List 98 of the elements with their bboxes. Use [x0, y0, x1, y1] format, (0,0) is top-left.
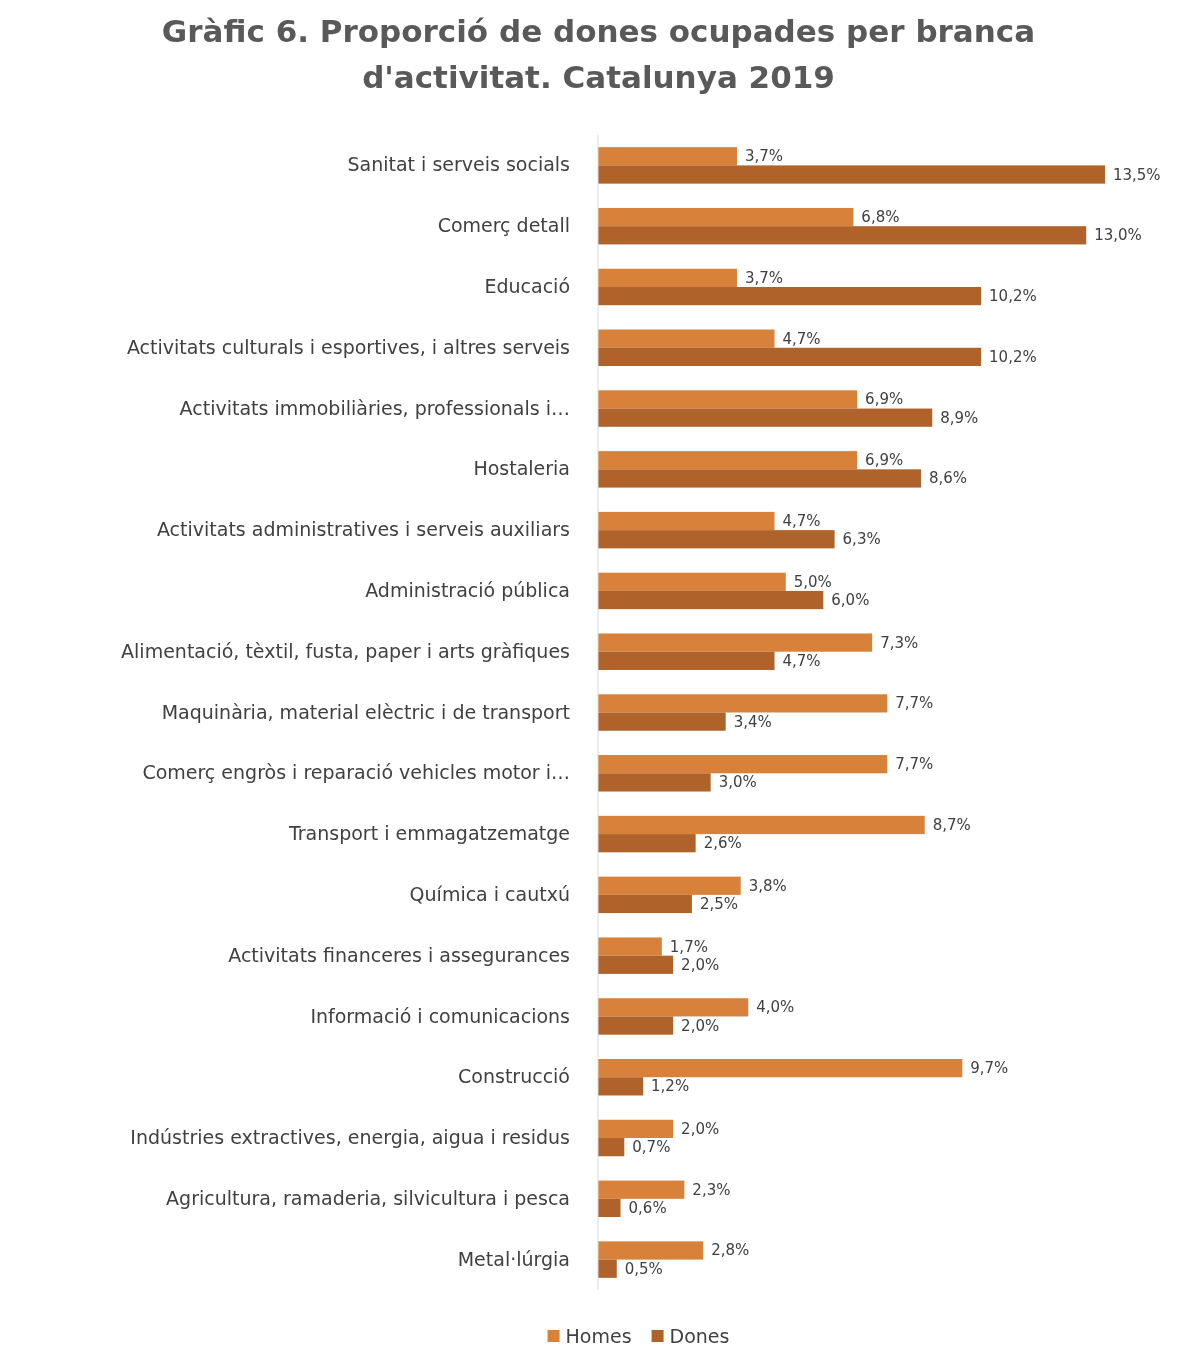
- bar: [598, 755, 888, 774]
- data-label: 0,6%: [628, 1198, 667, 1217]
- bar: [598, 773, 711, 792]
- data-label: 7,3%: [880, 633, 919, 652]
- data-label: 4,7%: [782, 512, 821, 531]
- bar: [598, 894, 692, 914]
- data-label: 9,7%: [970, 1059, 1009, 1078]
- bar: [598, 1119, 674, 1139]
- bar: [598, 834, 696, 853]
- data-label: 2,0%: [681, 1016, 720, 1035]
- data-label: 10,2%: [989, 287, 1037, 306]
- bar: [598, 286, 982, 306]
- bar: [598, 590, 824, 610]
- data-label: 2,5%: [699, 894, 738, 913]
- data-label: 8,7%: [932, 815, 971, 834]
- y-tick-label: Informació i comunicacions: [310, 1004, 570, 1027]
- y-tick-label: Química i cautxú: [409, 882, 570, 905]
- y-tick-label: Transport i emmagatzematge: [287, 822, 570, 845]
- data-label: 4,7%: [782, 651, 821, 670]
- bar: [598, 165, 1105, 184]
- data-label: 13,0%: [1094, 226, 1142, 245]
- data-label: 2,0%: [681, 1119, 720, 1138]
- y-tick-label: Comerç engròs i reparació vehicles motor i…: [142, 761, 570, 784]
- bar: [598, 937, 662, 956]
- y-tick-label: Activitats immobiliàries, professionals i…: [179, 396, 570, 419]
- bar: [598, 1259, 617, 1278]
- bar: [598, 530, 835, 549]
- bar: [598, 815, 925, 835]
- data-label: 4,7%: [782, 329, 821, 348]
- y-tick-label: Indústries extractives, energia, aigua i residus: [130, 1126, 570, 1149]
- bar: [598, 207, 854, 227]
- y-tick-label: Construcció: [458, 1065, 570, 1088]
- data-label: 6,3%: [842, 530, 881, 549]
- bar: [598, 1241, 704, 1260]
- bar: [598, 955, 674, 974]
- data-label: 13,5%: [1112, 165, 1161, 184]
- data-label: 3,7%: [744, 147, 784, 166]
- data-label: 0,7%: [632, 1138, 671, 1157]
- data-label: 6,0%: [831, 591, 870, 610]
- data-label: 3,8%: [748, 876, 787, 895]
- y-tick-label: Sanitat i serveis socials: [347, 153, 570, 176]
- y-tick-label: Maquinària, material elèctric i de transport: [161, 700, 570, 723]
- data-label: 2,8%: [711, 1241, 750, 1260]
- y-tick-label: Comerç detall: [437, 214, 570, 237]
- y-tick-label: Activitats financeres i assegurances: [228, 943, 570, 966]
- data-label: 5,0%: [793, 572, 832, 591]
- data-label: 2,6%: [703, 834, 742, 853]
- y-tick-label: Educació: [484, 275, 570, 298]
- bar: [598, 390, 858, 409]
- data-label: 6,9%: [865, 390, 904, 409]
- y-tick-label: Alimentació, tèxtil, fusta, paper i arts gràfiques: [121, 639, 570, 662]
- data-label: 6,9%: [865, 451, 904, 470]
- data-label: 8,9%: [940, 408, 979, 427]
- y-tick-label: Agricultura, ramaderia, silvicultura i pesca: [166, 1186, 570, 1209]
- bar: [598, 451, 858, 470]
- bar: [598, 1016, 674, 1035]
- bar: [598, 511, 775, 531]
- y-tick-label: Hostaleria: [473, 457, 570, 480]
- data-label: 2,0%: [681, 955, 720, 974]
- bar: [598, 876, 741, 895]
- bar: [598, 694, 888, 713]
- data-label: 1,2%: [651, 1077, 690, 1096]
- bar: [598, 1138, 625, 1157]
- bar: [598, 633, 873, 652]
- bar: [598, 712, 726, 731]
- data-label: 6,8%: [861, 208, 900, 227]
- bar: [598, 1180, 685, 1199]
- y-tick-label: Activitats culturals i esportives, i altres serveis: [126, 335, 570, 358]
- bar: [598, 572, 786, 591]
- bar: [598, 347, 982, 366]
- bar: [598, 408, 933, 427]
- chart-title: Gràfic 6. Proporció de dones ocupades per branca d'activitat. Catalunya 2019: [161, 13, 1036, 95]
- data-label: 4,0%: [756, 998, 795, 1017]
- y-tick-label: Activitats administratives i serveis auxiliars: [156, 518, 570, 541]
- bar: [598, 226, 1087, 245]
- legend-label: Dones: [669, 1325, 730, 1347]
- bar: [598, 651, 775, 670]
- bar: [598, 268, 737, 287]
- bar: [598, 998, 749, 1017]
- data-label: 2,3%: [692, 1180, 731, 1199]
- data-label: 1,7%: [669, 937, 708, 956]
- bar: [598, 1198, 621, 1218]
- y-tick-label: Metal·lúrgia: [457, 1247, 570, 1270]
- data-label: 7,7%: [895, 694, 934, 713]
- y-tick-label: Administració pública: [365, 579, 570, 601]
- bar: [598, 147, 737, 166]
- data-label: 7,7%: [895, 755, 934, 774]
- data-label: 0,5%: [624, 1259, 663, 1278]
- data-label: 10,2%: [989, 347, 1037, 366]
- data-label: 3,7%: [744, 268, 784, 287]
- data-label: 3,0%: [718, 773, 757, 792]
- bar: [598, 469, 921, 488]
- data-label: 8,6%: [928, 469, 968, 488]
- bar: [598, 1077, 644, 1096]
- legend-label: Homes: [565, 1325, 632, 1347]
- data-label: 3,4%: [733, 712, 772, 731]
- bar: [598, 1059, 963, 1078]
- bar: [598, 329, 775, 348]
